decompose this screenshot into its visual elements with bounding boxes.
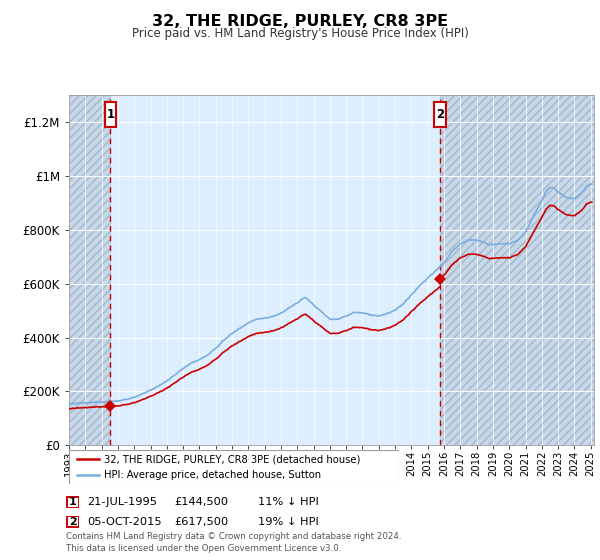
- Bar: [69, 95, 110, 445]
- Text: HPI: Average price, detached house, Sutton: HPI: Average price, detached house, Sutt…: [104, 470, 321, 480]
- Text: £144,500: £144,500: [174, 497, 228, 507]
- Text: 11% ↓ HPI: 11% ↓ HPI: [258, 497, 319, 507]
- Text: 32, THE RIDGE, PURLEY, CR8 3PE (detached house): 32, THE RIDGE, PURLEY, CR8 3PE (detached…: [104, 454, 360, 464]
- Text: 19% ↓ HPI: 19% ↓ HPI: [258, 517, 319, 527]
- Text: Contains HM Land Registry data © Crown copyright and database right 2024.
This d: Contains HM Land Registry data © Crown c…: [66, 532, 401, 553]
- Text: 1: 1: [69, 497, 76, 507]
- Text: 05-OCT-2015: 05-OCT-2015: [87, 517, 161, 527]
- Text: 2: 2: [69, 517, 76, 527]
- Bar: [440, 95, 594, 445]
- FancyBboxPatch shape: [434, 101, 446, 127]
- Text: £617,500: £617,500: [174, 517, 228, 527]
- Text: 21-JUL-1995: 21-JUL-1995: [87, 497, 157, 507]
- FancyBboxPatch shape: [105, 101, 116, 127]
- Text: 1: 1: [106, 108, 115, 121]
- Text: 2: 2: [436, 108, 444, 121]
- Text: Price paid vs. HM Land Registry's House Price Index (HPI): Price paid vs. HM Land Registry's House …: [131, 27, 469, 40]
- Text: 32, THE RIDGE, PURLEY, CR8 3PE: 32, THE RIDGE, PURLEY, CR8 3PE: [152, 14, 448, 29]
